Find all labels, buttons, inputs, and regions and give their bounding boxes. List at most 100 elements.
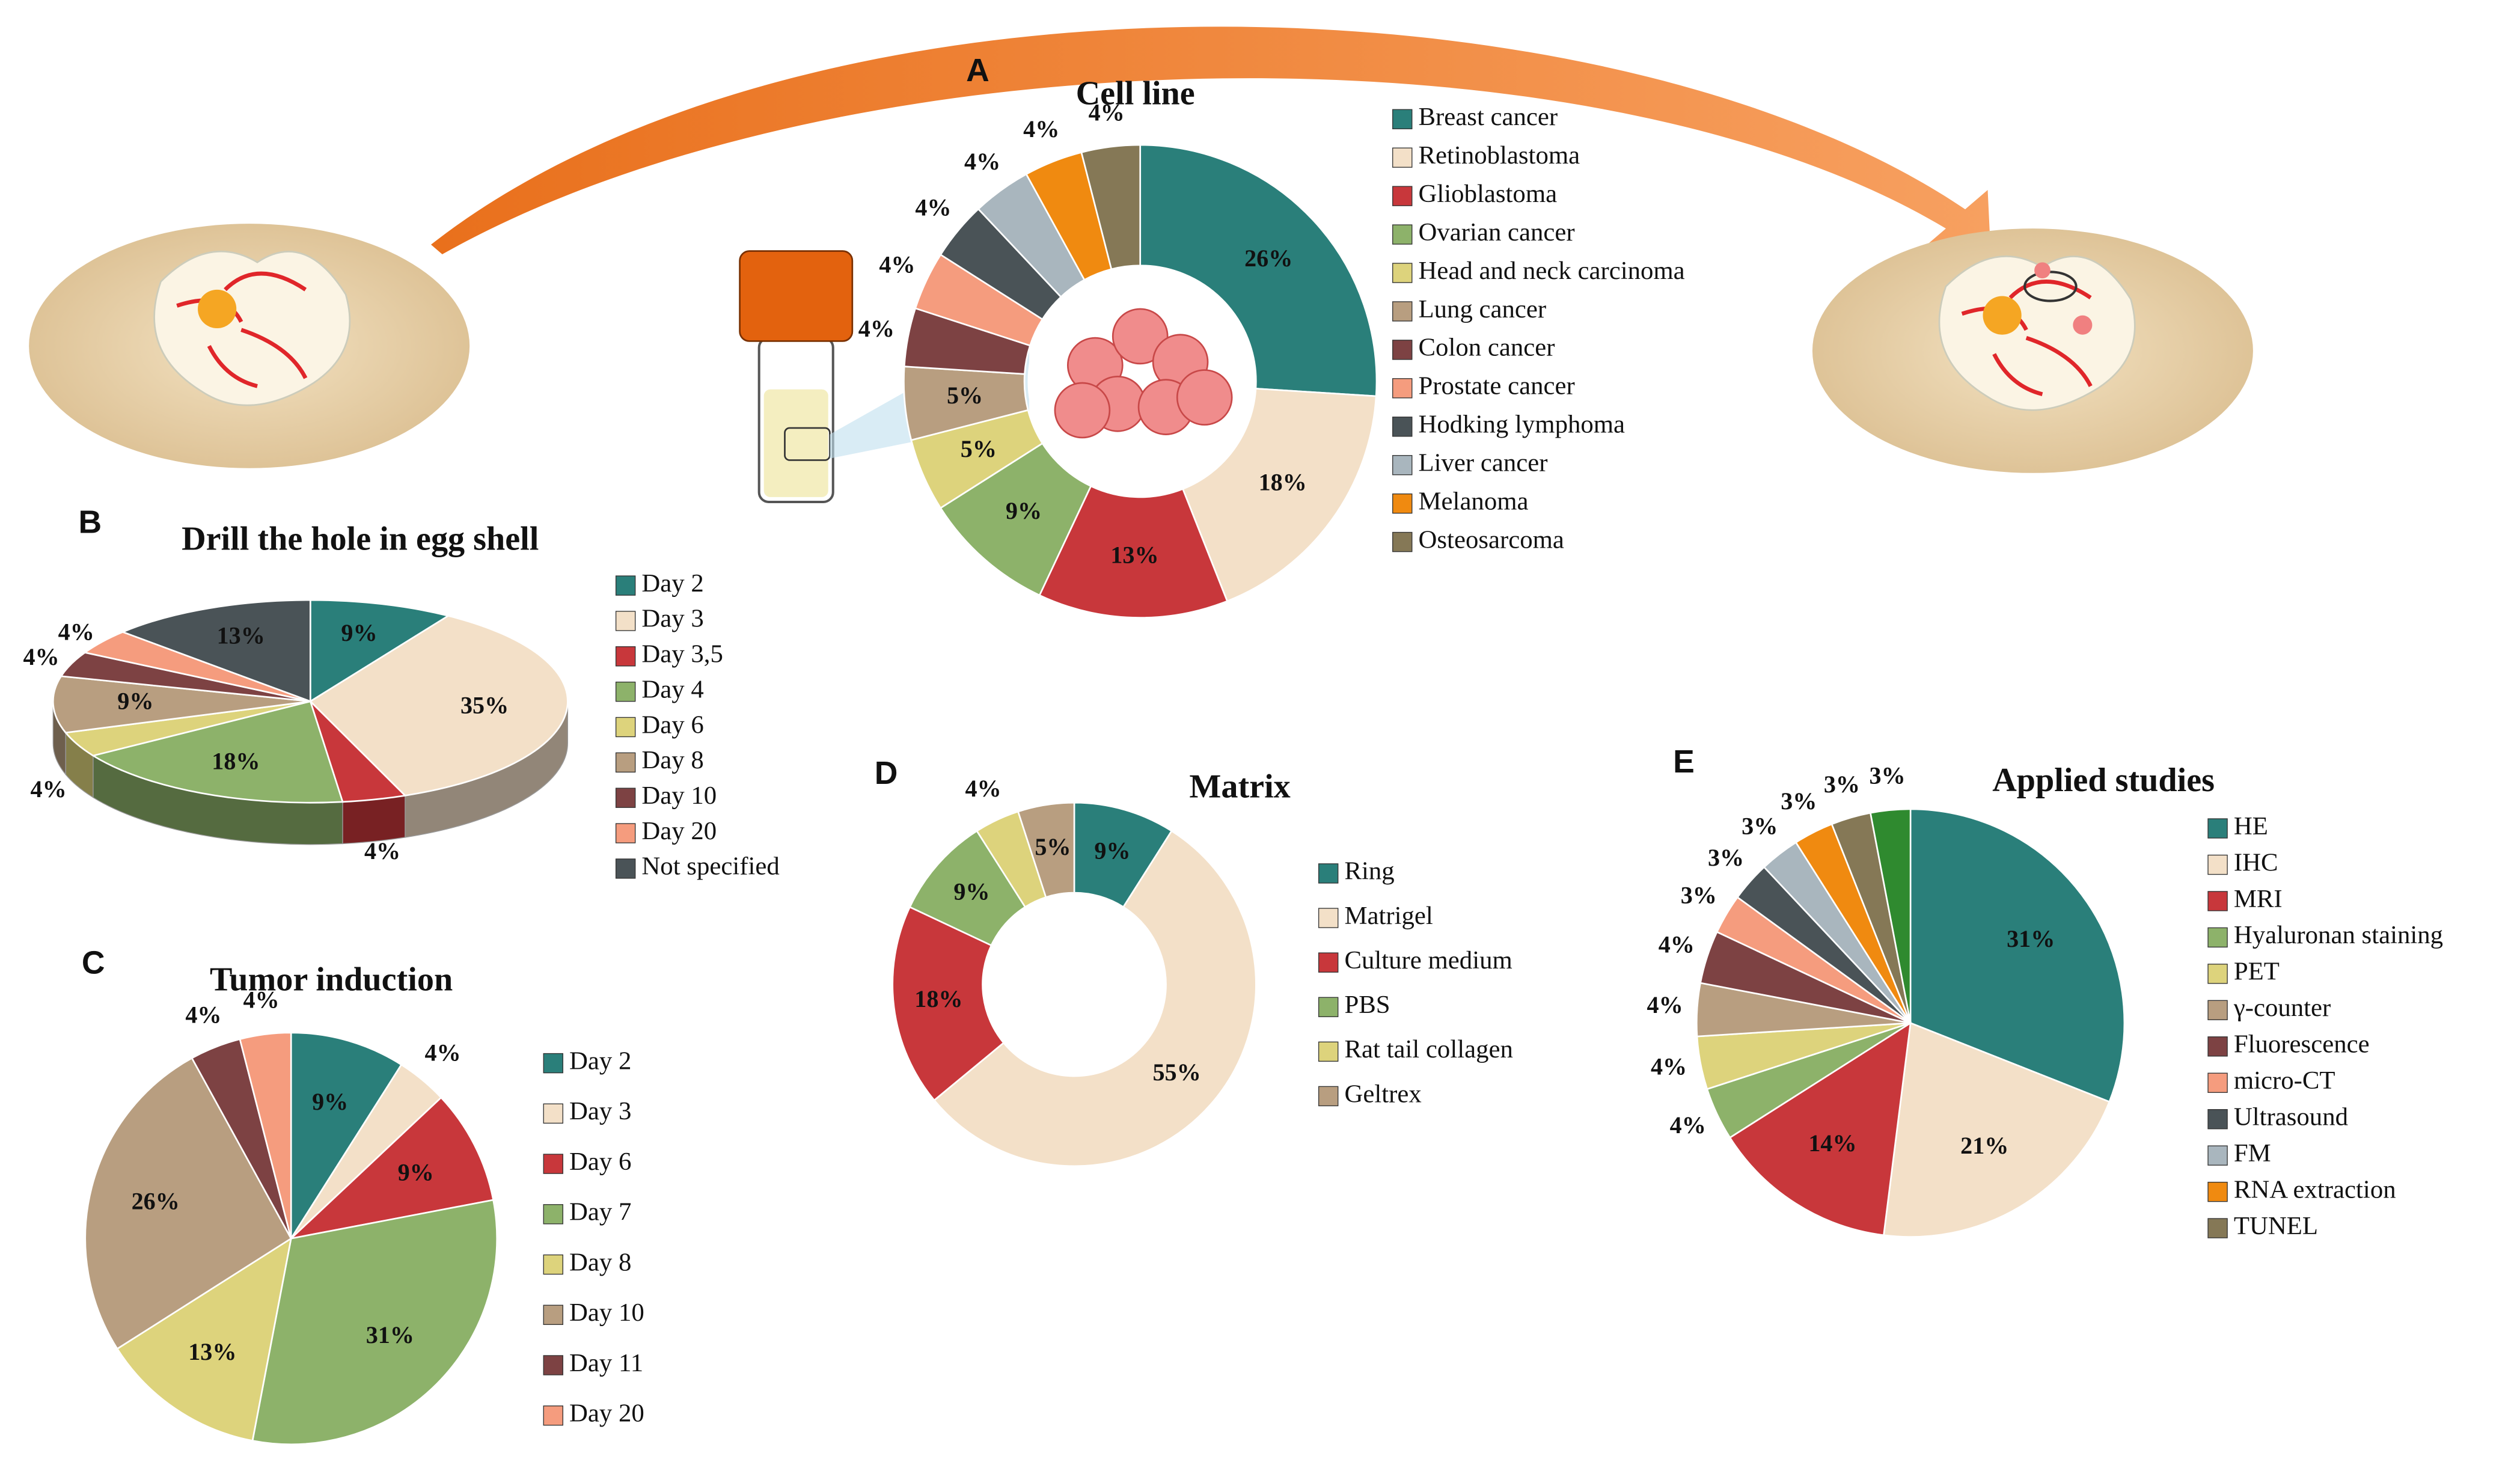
legend-label: Colon cancer <box>1419 334 1555 362</box>
legend-swatch <box>543 1254 563 1275</box>
data-label: 5% <box>961 435 997 462</box>
data-label: 4% <box>364 837 400 864</box>
legend-swatch <box>2207 1036 2228 1057</box>
legend-label: MRI <box>2234 885 2283 913</box>
legend-label: Day 3 <box>569 1097 631 1125</box>
legend-label: Melanoma <box>1419 487 1529 515</box>
legend-swatch <box>1392 109 1413 129</box>
data-label: 31% <box>366 1321 414 1348</box>
chart-title: Drill the hole in egg shell <box>182 521 539 558</box>
pie-slice <box>309 614 569 797</box>
data-label: 4% <box>23 643 60 670</box>
legend-swatch <box>543 1204 563 1225</box>
legend-swatch <box>543 1405 563 1426</box>
data-label: 9% <box>312 1088 348 1115</box>
data-label: 18% <box>914 985 962 1012</box>
data-label: 3% <box>1742 813 1778 840</box>
data-label: 4% <box>915 194 951 221</box>
legend-label: IHC <box>2234 848 2278 876</box>
legend-label: Day 8 <box>641 746 703 774</box>
legend-label: Ovarian cancer <box>1419 218 1575 246</box>
data-label: 5% <box>947 382 983 409</box>
legend-label: Day 2 <box>569 1047 631 1075</box>
legend-label: Day 3,5 <box>641 640 723 668</box>
chart-title: Cell line <box>1076 75 1195 112</box>
legend-label: RNA extraction <box>2234 1175 2396 1204</box>
legend-swatch <box>2207 1218 2228 1238</box>
legend-label: Hodking lymphoma <box>1419 411 1625 439</box>
legend-label: Retinoblastoma <box>1419 141 1580 170</box>
legend-swatch <box>543 1053 563 1074</box>
data-label: 4% <box>31 775 67 803</box>
panel-letter: C <box>82 946 105 981</box>
legend-label: Rat tail collagen <box>1344 1035 1512 1063</box>
pie-slice <box>290 1032 403 1241</box>
legend-label: Fluorescence <box>2234 1030 2370 1059</box>
donut-slice <box>1181 388 1377 602</box>
legend-label: Ultrasound <box>2234 1103 2348 1131</box>
legend-label: Matrigel <box>1344 902 1433 930</box>
pie-slice <box>239 1032 292 1239</box>
legend-swatch <box>1318 863 1339 884</box>
legend-label: Day 20 <box>569 1399 644 1428</box>
pie-slice <box>120 599 311 703</box>
pie-slice <box>288 1096 495 1240</box>
legend-label: Geltrex <box>1344 1080 1421 1108</box>
data-label: 4% <box>965 775 1001 802</box>
legend-label: Day 7 <box>569 1198 631 1226</box>
legend-swatch <box>2207 964 2228 984</box>
legend-swatch <box>2207 1145 2228 1166</box>
cell <box>1176 369 1233 426</box>
legend-label: Day 10 <box>569 1298 644 1327</box>
data-label: 4% <box>185 1001 221 1028</box>
panel-letter: E <box>1673 744 1695 780</box>
legend-label: Hyaluronan staining <box>2234 921 2443 949</box>
legend-swatch <box>1392 454 1413 476</box>
donut-slice <box>1038 485 1229 619</box>
data-label: 3% <box>1870 762 1906 789</box>
legend-label: Day 2 <box>641 569 703 598</box>
legend-swatch <box>615 823 636 843</box>
data-label: 9% <box>1094 837 1130 864</box>
data-label: 4% <box>58 618 94 645</box>
legend-swatch <box>615 752 636 773</box>
data-label: 4% <box>1647 991 1683 1018</box>
legend-label: Head and neck carcinoma <box>1419 257 1685 285</box>
data-label: 4% <box>1670 1112 1706 1139</box>
legend-label: Osteosarcoma <box>1419 525 1564 554</box>
data-label: 35% <box>460 692 509 719</box>
legend-label: Day 10 <box>641 781 717 810</box>
chart: D Matrix 9% 55% 18% 9% 4% 5% Ring Matrigel Culture… <box>875 756 1513 1167</box>
legend-swatch <box>2207 1181 2228 1202</box>
legend-label: Day 4 <box>641 675 703 703</box>
data-label: 18% <box>1259 469 1307 496</box>
data-label: 4% <box>964 148 1000 175</box>
legend-label: PBS <box>1344 991 1390 1019</box>
legend-swatch <box>1392 186 1413 206</box>
legend-label: Day 3 <box>641 605 703 633</box>
legend-swatch <box>2207 1072 2228 1093</box>
legend-label: Day 6 <box>641 711 703 739</box>
donut-slice <box>1139 144 1378 397</box>
pie-slice <box>84 1057 292 1350</box>
donut-slice <box>1017 801 1075 899</box>
pie-slice <box>52 675 311 734</box>
legend-label: Lung cancer <box>1419 295 1547 323</box>
cell <box>1112 308 1169 365</box>
pie-slice <box>91 700 344 804</box>
legend-swatch <box>1392 417 1413 437</box>
data-label: 4% <box>858 315 895 342</box>
legend-label: Not specified <box>641 852 779 881</box>
legend-swatch <box>2207 854 2228 875</box>
legend-swatch <box>2207 818 2228 839</box>
data-label: 13% <box>217 622 265 649</box>
legend-swatch <box>615 788 636 808</box>
legend-label: FM <box>2234 1139 2271 1167</box>
legend-label: TUNEL <box>2234 1212 2318 1240</box>
data-label: 4% <box>879 251 915 278</box>
legend-swatch <box>2207 1109 2228 1130</box>
legend-swatch <box>2207 891 2228 911</box>
legend-label: micro-CT <box>2234 1066 2335 1095</box>
donut-slice <box>933 830 1257 1167</box>
legend-swatch <box>1392 378 1413 399</box>
